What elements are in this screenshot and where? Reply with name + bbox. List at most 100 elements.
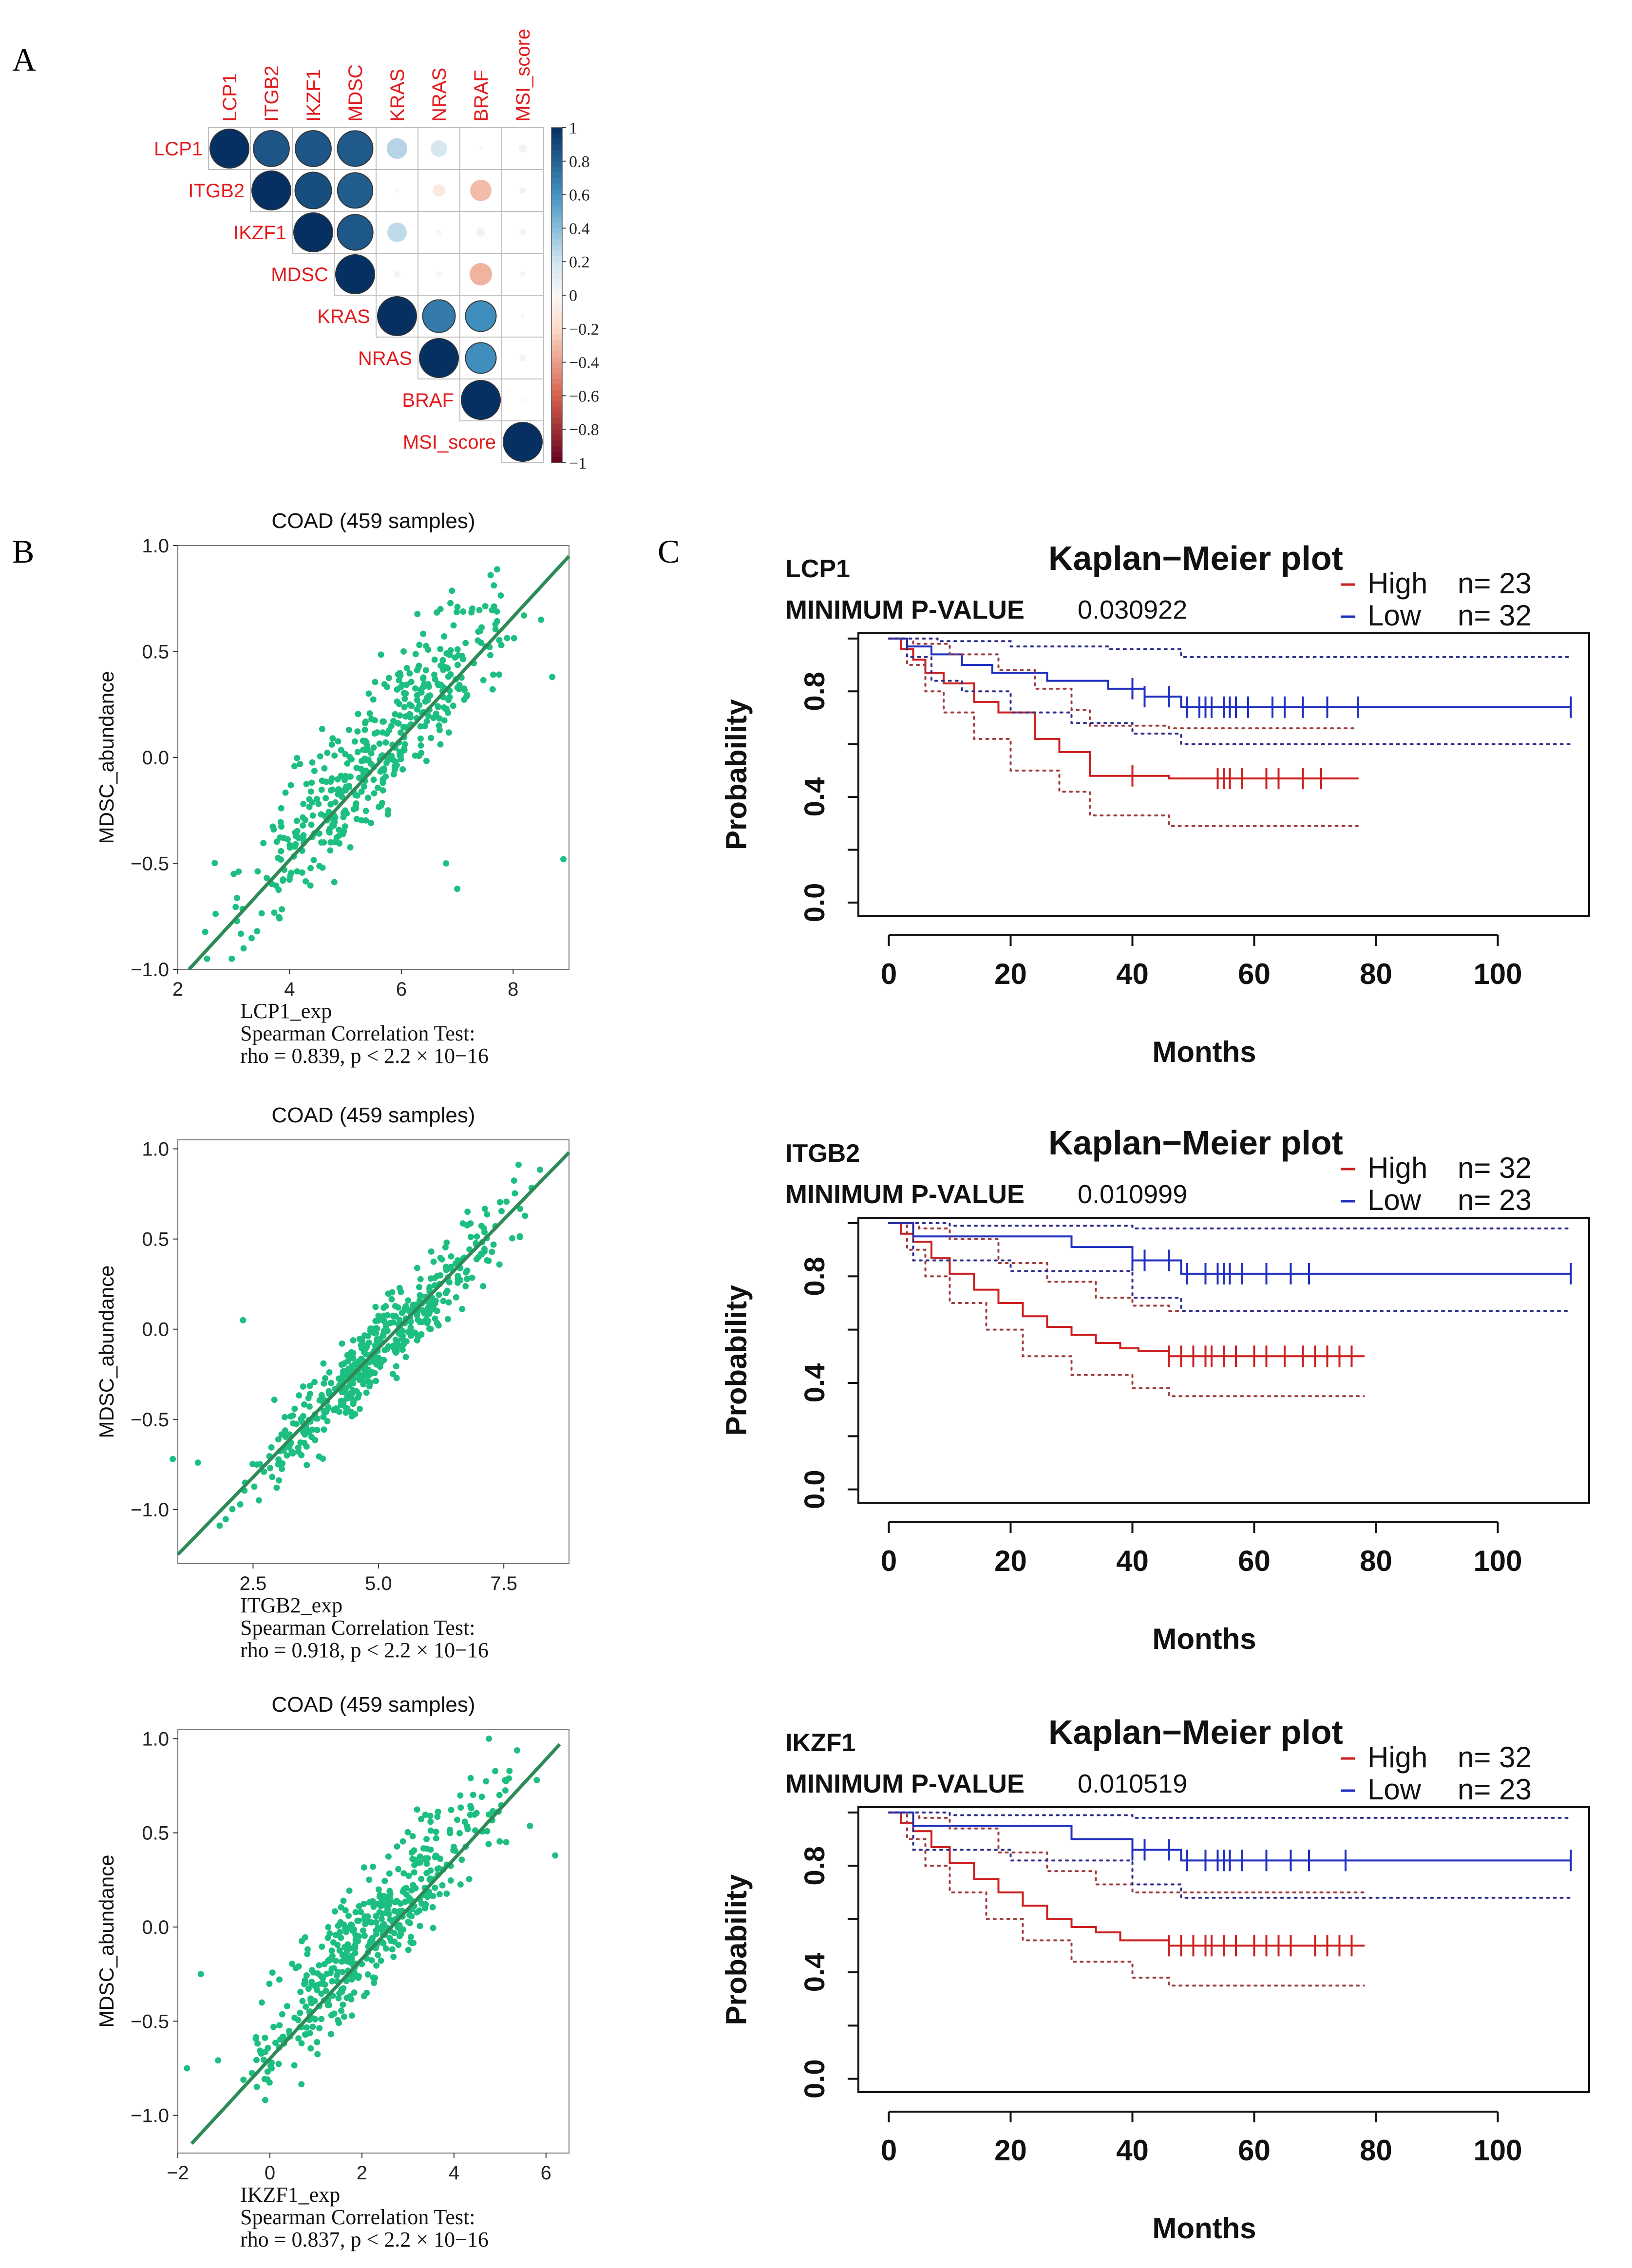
colorbar-segment: [551, 457, 562, 463]
scatter-point: [307, 865, 314, 871]
scatter-point: [280, 876, 286, 883]
legend-n: n= 32: [1458, 599, 1532, 632]
scatter-point: [346, 783, 353, 790]
corr-circle: [520, 271, 526, 277]
scatter-point: [303, 1443, 310, 1450]
corr-circle: [436, 229, 442, 235]
scatter-point: [409, 1855, 416, 1862]
corr-row-label: MDSC: [271, 264, 328, 285]
scatter-point: [426, 1310, 433, 1317]
y-tick-label: 0.0: [799, 1470, 831, 1509]
scatter-point: [282, 1427, 288, 1434]
scatter-point: [277, 819, 284, 826]
scatter-point: [215, 2057, 222, 2064]
x-tick-label: 40: [1116, 1545, 1149, 1577]
scatter-point: [420, 630, 427, 637]
scatter-point: [303, 2003, 309, 2010]
scatter-point: [184, 2065, 190, 2072]
scatter-point: [423, 643, 430, 649]
scatter-point: [436, 1291, 442, 1298]
scatter-point: [275, 2060, 282, 2067]
scatter-point: [434, 1866, 441, 1872]
scatter-point: [492, 1768, 499, 1775]
scatter-point: [326, 2002, 333, 2008]
scatter-point: [373, 1324, 380, 1331]
scatter-point: [373, 1913, 380, 1920]
scatter-point: [350, 1337, 357, 1344]
colorbar-segment: [551, 357, 562, 363]
x-axis-label: Months: [1152, 1036, 1256, 1068]
scatter-point: [383, 759, 390, 766]
scatter-point: [446, 1279, 453, 1285]
scatter-point: [427, 1846, 434, 1853]
scatter-point: [297, 1988, 304, 1995]
scatter-point: [197, 1971, 204, 1978]
scatter-plot-lcp1: COAD (459 samples) 1.0 0.5 0.0 −0.5 −1.02 4 6 8 M…: [95, 509, 570, 1068]
scatter-point: [469, 1274, 475, 1281]
scatter-point: [322, 1375, 329, 1381]
scatter-point: [379, 799, 385, 806]
corr-col-label: KRAS: [387, 69, 408, 122]
colorbar-segment: [551, 239, 562, 246]
colorbar-tick-label: 0.6: [569, 187, 590, 205]
scatter-point: [401, 747, 408, 754]
scatter-point: [264, 874, 270, 881]
scatter-point: [258, 1999, 265, 2006]
scatter-point: [431, 671, 438, 678]
scatter-point: [342, 1409, 349, 1416]
km-title: Kaplan−Meier plot: [1048, 539, 1343, 577]
colorbar-segment: [551, 211, 562, 218]
scatter-point: [345, 1365, 352, 1372]
corr-col-label: ITGB2: [261, 65, 283, 122]
scatter-point: [258, 910, 265, 917]
scatter-point: [303, 1972, 310, 1979]
scatter-point: [248, 935, 255, 942]
scatter-point: [222, 1516, 229, 1523]
scatter-point: [319, 1943, 325, 1950]
km-title: Kaplan−Meier plot: [1048, 1713, 1343, 1751]
scatter-point: [339, 1958, 345, 1965]
x-tick-label: 6: [396, 979, 407, 1000]
scatter-point: [338, 773, 344, 779]
scatter-point: [538, 616, 545, 623]
scatter-point: [253, 2057, 260, 2063]
km-gene: IKZF1: [785, 1729, 855, 1757]
km-plot-itgb2: Kaplan−Meier plot ITGB2 MINIMUM P-VALUE 0.0…: [720, 1124, 1590, 1655]
legend-n: n= 23: [1458, 1773, 1532, 1806]
scatter-point: [361, 1913, 368, 1920]
scatter-point: [311, 1379, 318, 1385]
scatter-point: [276, 1976, 283, 1983]
scatter-point: [384, 1312, 391, 1319]
scatter-point: [361, 1864, 367, 1871]
scatter-point: [443, 1890, 450, 1897]
scatter-point: [527, 1822, 533, 1829]
scatter-point: [362, 767, 369, 774]
scatter-point: [286, 842, 293, 849]
scatter-point: [335, 738, 342, 745]
y-tick-label: 0.0: [799, 2059, 831, 2098]
corr-circle: [476, 228, 485, 237]
scatter-point: [401, 704, 408, 711]
colorbar-segment: [551, 301, 562, 307]
scatter-point: [421, 1310, 428, 1317]
scatter-point: [411, 1862, 418, 1869]
scatter-point: [353, 815, 360, 822]
scatter-point: [329, 735, 336, 742]
scatter-point: [422, 1905, 429, 1911]
scatter-point: [447, 1877, 454, 1884]
scatter-point: [303, 781, 310, 788]
scatter-point: [454, 1816, 461, 1823]
scatter-point: [234, 895, 241, 902]
scatter-point: [417, 1331, 424, 1338]
scatter-point: [366, 1876, 373, 1883]
km-pvalue-label: MINIMUM P-VALUE: [785, 1769, 1025, 1798]
scatter-point: [202, 928, 209, 935]
scatter-point: [362, 1921, 369, 1928]
y-axis-label: MDSC_abundance: [95, 1855, 118, 2028]
scatter-point: [491, 582, 497, 589]
colorbar-segment: [551, 200, 562, 207]
scatter-point: [257, 1461, 264, 1468]
km-curve-low-lower: [888, 1811, 1572, 1899]
scatter-point: [393, 1349, 399, 1356]
scatter-point: [503, 1777, 510, 1784]
